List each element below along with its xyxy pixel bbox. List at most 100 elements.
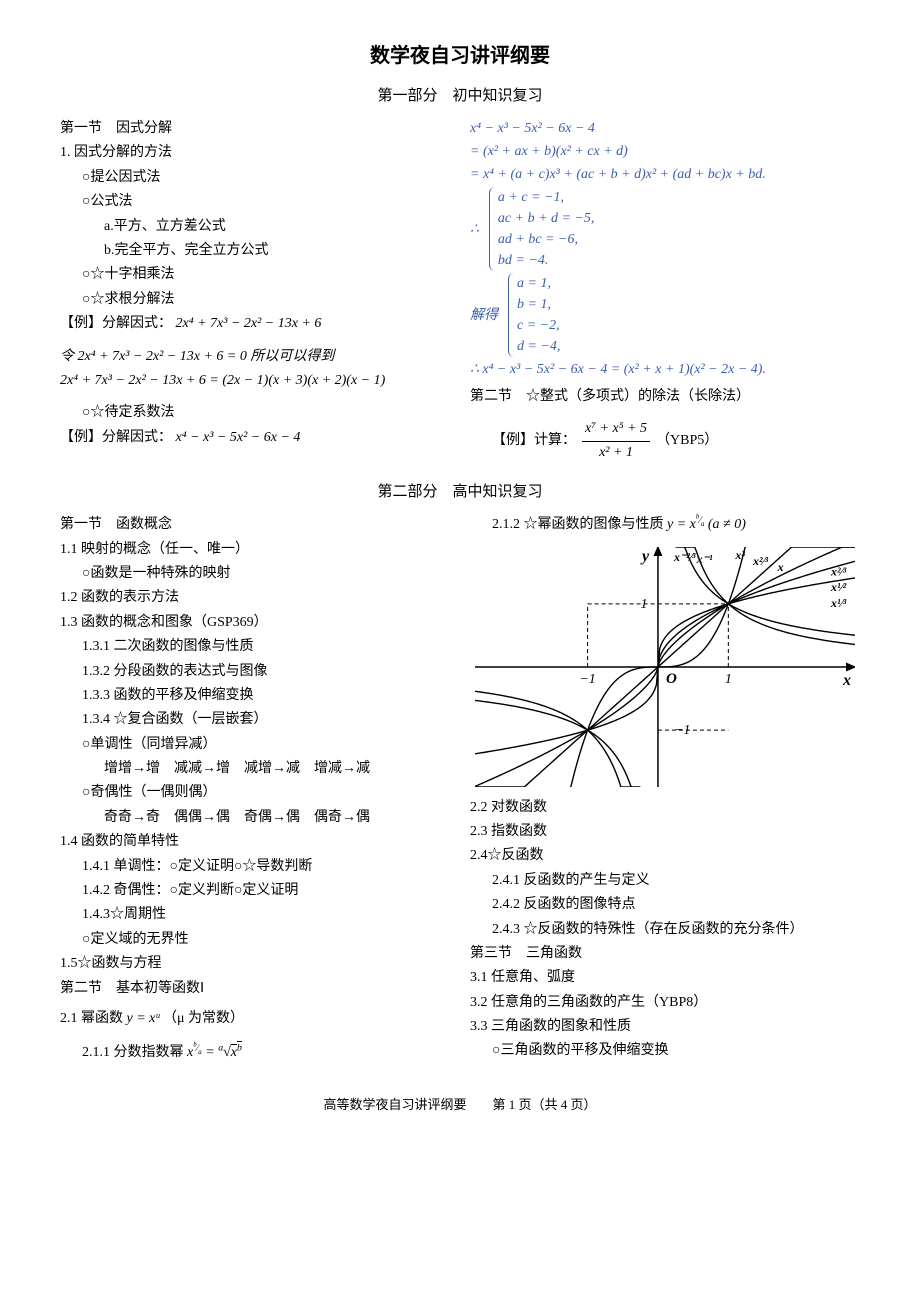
p2l-l19: 2.1 幂函数 y = xᵘ （μ 为常数） [60, 1008, 450, 1030]
p1r-frac-den: x² + 1 [582, 442, 650, 464]
p1r-eq1: x⁴ − x³ − 5x² − 6x − 4 [470, 118, 860, 139]
p1r-result: ∴ x⁴ − x³ − 5x² − 6x − 4 = (x² + x + 1)(… [470, 359, 860, 380]
p1r-ref: （YBP5） [656, 430, 718, 452]
p1r-sys: ∴ a + c = −1, ac + b + d = −5, ad + bc =… [470, 187, 860, 271]
p2l-l18: 1.5☆函数与方程 [60, 953, 450, 975]
part2-columns: 第一节 函数概念 1.1 映射的概念（任一、唯一） ○函数是一种特殊的映射 1.… [60, 512, 860, 1067]
p1r-s2: 第二节 ☆整式（多项式）的除法（长除法） [470, 386, 860, 408]
p2l-l20-pre: 2.1.1 分数指数幂 [82, 1045, 187, 1060]
p2l-l14: 1.4.1 单调性：○定义证明○☆导数判断 [60, 856, 450, 878]
svg-text:1: 1 [725, 672, 732, 687]
p2r-chart-title-pre: 2.1.2 ☆幂函数的图像与性质 [492, 517, 667, 532]
p2l-l16: 1.4.3☆周期性 [60, 904, 450, 926]
p1r-sol3: c = −2, [517, 315, 560, 336]
p1r-sys-prefix: ∴ [470, 219, 479, 240]
p1-l1: 1. 因式分解的方法 [60, 142, 450, 164]
p1-s1: 第一节 因式分解 [60, 118, 450, 140]
part2-title: 第二部分 高中知识复习 [60, 480, 860, 504]
p2r-chart-title-math: y = xb⁄a (a ≠ 0) [667, 517, 746, 532]
part1-title: 第一部分 初中知识复习 [60, 84, 860, 108]
p1-l2: ○提公因式法 [60, 167, 450, 189]
p2r-l10: ○三角函数的平移及伸缩变换 [470, 1040, 860, 1062]
svg-text:x²⁄³: x²⁄³ [752, 554, 769, 568]
p1-l5: b.完全平方、完全立方公式 [60, 240, 450, 262]
svg-text:x¹⁄³: x¹⁄³ [830, 596, 847, 610]
p1-l6: ○☆十字相乘法 [60, 264, 450, 286]
p2r-l3: 2.4☆反函数 [470, 845, 860, 867]
p2l-l6: 1.3.2 分段函数的表达式与图像 [60, 661, 450, 683]
p2r-l9: 3.3 三角函数的图象和性质 [470, 1016, 860, 1038]
svg-text:x: x [777, 560, 784, 574]
p1r-eq2: = (x² + ax + b)(x² + cx + d) [470, 141, 860, 162]
p2l-l1: 1.1 映射的概念（任一、唯一） [60, 539, 450, 561]
p2l-l5: 1.3.1 二次函数的图像与性质 [60, 636, 450, 658]
p1r-ex: 【例】计算： x⁷ + x⁵ + 5 x² + 1 （YBP5） [470, 418, 860, 464]
p2r-l2: 2.3 指数函数 [470, 821, 860, 843]
svg-text:x¹⁄²: x¹⁄² [830, 580, 847, 594]
p1-ex1-step1: 令 2x⁴ + 7x³ − 2x² − 13x + 6 = 0 所以可以得到 [60, 346, 450, 368]
svg-text:O: O [666, 671, 677, 687]
page-footer: 高等数学夜自习讲评纲要 第 1 页（共 4 页） [60, 1095, 860, 1116]
p2l-l19-post: （μ 为常数） [163, 1011, 244, 1026]
p2l-l11: ○奇偶性（一偶则偶） [60, 782, 450, 804]
p2l-l3: 1.2 函数的表示方法 [60, 587, 450, 609]
p1r-derivation: x⁴ − x³ − 5x² − 6x − 4 = (x² + ax + b)(x… [470, 118, 860, 380]
p2r-chart-title: 2.1.2 ☆幂函数的图像与性质 y = xb⁄a (a ≠ 0) [470, 514, 860, 536]
p1-ex1-step2-text: 2x⁴ + 7x³ − 2x² − 13x + 6 = (2x − 1)(x +… [60, 373, 385, 388]
p1r-sol1: a = 1, [517, 273, 560, 294]
part1-columns: 第一节 因式分解 1. 因式分解的方法 ○提公因式法 ○公式法 a.平方、立方差… [60, 116, 860, 466]
p2l-l12: 奇奇→奇 偶偶→偶 奇偶→偶 偶奇→偶 [60, 807, 450, 829]
svg-text:x⁻²⁄³: x⁻²⁄³ [673, 550, 696, 564]
power-chart: 1 −1 1 −1 Ox y x⁻²⁄³x⁻¹ x³ x²⁄³ x x²⁄³ x¹⁄² x¹⁄³ [470, 547, 860, 787]
p2l-l20-math: xb⁄a = a√xb [187, 1045, 242, 1060]
p2r-s3: 第三节 三角函数 [470, 943, 860, 965]
p2l-l9: ○单调性（同增异减） [60, 734, 450, 756]
p1-ex1-step1-text: 令 2x⁴ + 7x³ − 2x² − 13x + 6 = 0 所以可以得到 [60, 349, 334, 364]
svg-text:x⁻¹: x⁻¹ [696, 552, 713, 566]
svg-text:x: x [842, 672, 851, 689]
p1r-sys3: ad + bc = −6, [498, 229, 595, 250]
p2r-l5: 2.4.2 反函数的图像特点 [470, 894, 860, 916]
p2l-l17: ○定义域的无界性 [60, 929, 450, 951]
p2l-l2: ○函数是一种特殊的映射 [60, 563, 450, 585]
p2l-l13: 1.4 函数的简单特性 [60, 831, 450, 853]
p2l-l7: 1.3.3 函数的平移及伸缩变换 [60, 685, 450, 707]
p1r-ex-label: 【例】计算： [492, 430, 576, 452]
p2l-l4: 1.3 函数的概念和图象（GSP369） [60, 612, 450, 634]
svg-text:x²⁄³: x²⁄³ [830, 564, 847, 578]
part2-left-col: 第一节 函数概念 1.1 映射的概念（任一、唯一） ○函数是一种特殊的映射 1.… [60, 512, 450, 1067]
p2l-s1: 第一节 函数概念 [60, 514, 450, 536]
svg-text:−1: −1 [579, 672, 595, 687]
p1r-sol4: d = −4, [517, 336, 560, 357]
svg-text:y: y [640, 548, 650, 565]
p2l-s2: 第二节 基本初等函数Ⅰ [60, 978, 450, 1000]
part1-left-col: 第一节 因式分解 1. 因式分解的方法 ○提公因式法 ○公式法 a.平方、立方差… [60, 116, 450, 466]
power-chart-svg: 1 −1 1 −1 Ox y x⁻²⁄³x⁻¹ x³ x²⁄³ x x²⁄³ x¹⁄² x¹⁄³ [475, 547, 855, 787]
svg-text:−1: −1 [674, 723, 690, 738]
p1r-sol2: b = 1, [517, 294, 560, 315]
svg-text:1: 1 [640, 596, 647, 611]
p1r-frac: x⁷ + x⁵ + 5 x² + 1 [582, 418, 650, 464]
p2r-l8: 3.2 任意角的三角函数的产生（YBP8） [470, 992, 860, 1014]
p1-ex1-step2: 2x⁴ + 7x³ − 2x² − 13x + 6 = (2x − 1)(x +… [60, 370, 450, 392]
page-title: 数学夜自习讲评纲要 [60, 40, 860, 72]
p2r-l1: 2.2 对数函数 [470, 797, 860, 819]
p2l-l8: 1.3.4 ☆复合函数（一层嵌套） [60, 709, 450, 731]
p1r-eq3: = x⁴ + (a + c)x³ + (ac + b + d)x² + (ad … [470, 164, 860, 185]
p2l-l19-pre: 2.1 幂函数 [60, 1011, 127, 1026]
p1r-sys1: a + c = −1, [498, 187, 595, 208]
svg-text:x³: x³ [734, 548, 745, 562]
p2l-l19-math: y = xᵘ [127, 1011, 160, 1026]
p1r-sol-brace: a = 1, b = 1, c = −2, d = −4, [508, 273, 560, 357]
p1r-sys4: bd = −4. [498, 250, 595, 271]
p2l-l15: 1.4.2 奇偶性：○定义判断○定义证明 [60, 880, 450, 902]
p2r-l7: 3.1 任意角、弧度 [470, 967, 860, 989]
p1-ex1-math: 2x⁴ + 7x³ − 2x² − 13x + 6 [176, 316, 322, 331]
p1-l7: ○☆求根分解法 [60, 289, 450, 311]
p2l-l10: 增增→增 减减→增 减增→减 增减→减 [60, 758, 450, 780]
p1-l4: a.平方、立方差公式 [60, 216, 450, 238]
p1-ex1-label: 【例】分解因式： [60, 316, 172, 331]
p2r-l6: 2.4.3 ☆反函数的特殊性（存在反函数的充分条件） [470, 919, 860, 941]
p2r-l4: 2.4.1 反函数的产生与定义 [470, 870, 860, 892]
p1-ex2: 【例】分解因式： x⁴ − x³ − 5x² − 6x − 4 [60, 427, 450, 449]
